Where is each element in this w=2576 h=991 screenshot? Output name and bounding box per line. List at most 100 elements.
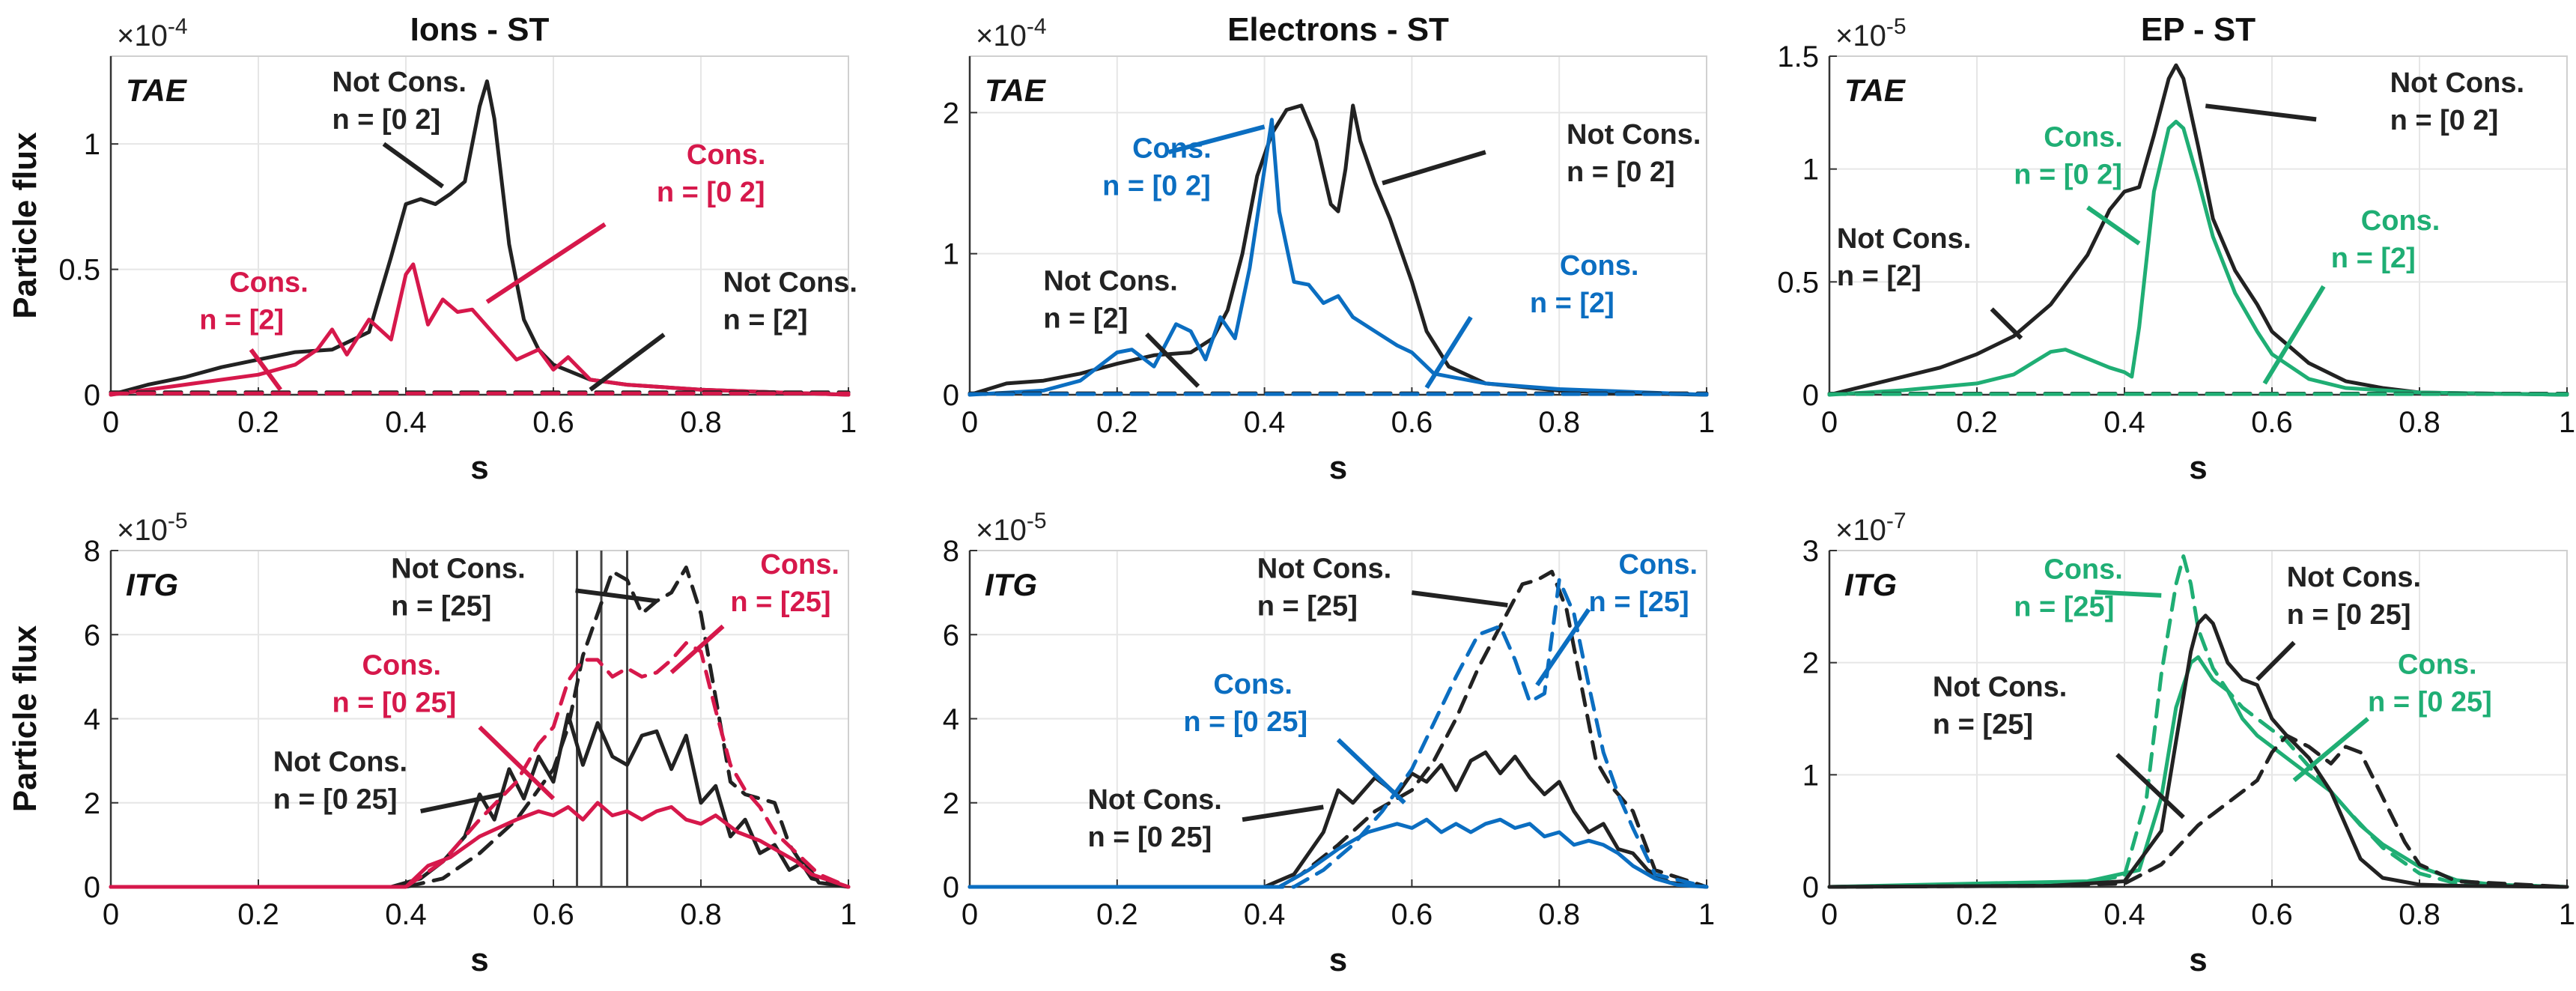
y-axis-exponent: ×10-5 bbox=[1835, 14, 1907, 52]
x-tick-label: 0.8 bbox=[2399, 898, 2440, 931]
x-tick-label: 0 bbox=[962, 406, 978, 439]
series-line bbox=[109, 801, 851, 889]
annotation-pointer bbox=[1535, 607, 1591, 687]
y-tick-label: 2 bbox=[943, 97, 959, 130]
series-line bbox=[109, 79, 851, 397]
annotation-label: Not Cons. bbox=[391, 553, 525, 584]
y-tick-label: 0.5 bbox=[1777, 266, 1819, 299]
annotation-pointer bbox=[589, 333, 666, 392]
annotation-label: n = [2] bbox=[199, 305, 284, 336]
x-tick-label: 0.8 bbox=[1538, 898, 1580, 931]
annotation-pointer bbox=[2115, 753, 2185, 819]
y-axis-label: Particle flux bbox=[7, 132, 43, 319]
mode-tag: ITG bbox=[985, 567, 1037, 602]
chart-panel-2: 0 0.2 0.4 0.6 0.8 1 0 1 2 ×10-4 s Electrons - ST TAE… bbox=[943, 11, 1715, 486]
annotation-label: Cons. bbox=[2044, 122, 2123, 154]
x-axis-label: s bbox=[2189, 449, 2207, 486]
annotation-pointer bbox=[382, 142, 445, 189]
series-line bbox=[109, 641, 851, 889]
annotation-label: Cons. bbox=[1213, 669, 1292, 700]
series-line bbox=[1827, 655, 2569, 889]
annotation-label: n = [0 25] bbox=[2287, 599, 2411, 631]
x-axis-label: s bbox=[470, 942, 488, 978]
annotation-label: n = [0 25] bbox=[1183, 706, 1307, 738]
annotation-label: n = [0 25] bbox=[273, 784, 398, 816]
x-tick-label: 0.8 bbox=[680, 406, 722, 439]
x-axis-label: s bbox=[470, 449, 488, 486]
x-tick-label: 1 bbox=[2559, 898, 2575, 931]
series-line bbox=[967, 569, 1709, 889]
annotation-label: n = [0 2] bbox=[2390, 105, 2499, 136]
annotation-label: n = [25] bbox=[2014, 591, 2114, 622]
annotation-label: n = [0 25] bbox=[1087, 822, 1212, 853]
annotation-label: n = [2] bbox=[1530, 288, 1614, 319]
x-tick-label: 0.8 bbox=[1538, 406, 1580, 439]
x-tick-label: 0.6 bbox=[1391, 898, 1433, 931]
y-tick-label: 3 bbox=[1802, 535, 1819, 568]
y-axis-exponent: ×10-4 bbox=[976, 14, 1047, 52]
annotation-pointer bbox=[2094, 590, 2162, 598]
series-line bbox=[967, 578, 1709, 889]
x-tick-label: 0.2 bbox=[1096, 406, 1138, 439]
x-tick-label: 0.2 bbox=[1956, 898, 1998, 931]
x-tick-label: 1 bbox=[1698, 406, 1715, 439]
series-line bbox=[967, 118, 1709, 397]
annotation-pointer bbox=[485, 222, 607, 304]
annotation-pointer bbox=[1242, 804, 1324, 822]
x-tick-label: 0.2 bbox=[1096, 898, 1138, 931]
annotation-label: Cons. bbox=[2398, 649, 2477, 681]
annotation-pointer bbox=[575, 588, 657, 604]
annotation-label: Cons. bbox=[1619, 549, 1698, 581]
y-axis-exponent: ×10-7 bbox=[1835, 509, 1907, 547]
mode-tag: TAE bbox=[985, 73, 1047, 108]
annotation-label: Cons. bbox=[1560, 250, 1639, 282]
x-tick-label: 0.2 bbox=[1956, 406, 1998, 439]
annotation-label: n = [0 2] bbox=[332, 104, 441, 136]
annotation-pointer bbox=[1336, 738, 1406, 804]
chart-panel-3: 0 0.2 0.4 0.6 0.8 1 0 0.5 1 1.5 ×10-5 s EP - ST TAE No… bbox=[1777, 11, 2575, 486]
x-tick-label: 1 bbox=[840, 898, 857, 931]
annotation-label: Cons. bbox=[760, 549, 839, 581]
y-tick-label: 1 bbox=[84, 128, 100, 161]
annotation-label: n = [2] bbox=[1043, 303, 1128, 335]
annotation-label: Not Cons. bbox=[2287, 562, 2421, 593]
x-tick-label: 0.4 bbox=[1244, 898, 1286, 931]
x-tick-label: 0 bbox=[1821, 898, 1838, 931]
x-tick-label: 0 bbox=[1821, 406, 1838, 439]
annotation-label: Cons. bbox=[1132, 133, 1212, 165]
x-axis-label: s bbox=[1329, 449, 1347, 486]
annotation-pointer bbox=[478, 725, 556, 801]
x-tick-label: 1 bbox=[840, 406, 857, 439]
mode-tag: TAE bbox=[1844, 73, 1907, 108]
chart-panel-1: 0 0.2 0.4 0.6 0.8 1 0 0.5 1 ×10-4 s Particle flux Io… bbox=[7, 11, 857, 486]
x-tick-label: 0.6 bbox=[2251, 406, 2293, 439]
annotation-pointer bbox=[2205, 103, 2317, 122]
annotation-pointer bbox=[669, 624, 725, 674]
series-line bbox=[1827, 613, 2569, 889]
annotation-label: n = [2] bbox=[2331, 243, 2416, 274]
annotation-label: Not Cons. bbox=[1257, 553, 1391, 584]
annotation-label: n = [25] bbox=[730, 587, 830, 618]
annotation-label: n = [2] bbox=[723, 305, 808, 336]
annotation-label: Cons. bbox=[687, 139, 766, 171]
y-tick-label: 1.5 bbox=[1777, 40, 1819, 73]
annotation-pointer bbox=[1990, 307, 2023, 340]
x-tick-label: 0.6 bbox=[532, 898, 574, 931]
x-tick-label: 0 bbox=[103, 406, 119, 439]
annotation-label: n = [0 2] bbox=[2014, 160, 2122, 191]
series-line bbox=[967, 817, 1709, 889]
y-tick-label: 4 bbox=[84, 703, 100, 736]
chart-title: Electrons - ST bbox=[1227, 11, 1449, 48]
annotation-pointer bbox=[420, 792, 502, 813]
x-tick-label: 1 bbox=[1698, 898, 1715, 931]
annotation-pointer bbox=[1167, 124, 1266, 154]
y-tick-label: 8 bbox=[943, 535, 959, 568]
y-tick-label: 8 bbox=[84, 535, 100, 568]
chart-panel-5: 0 0.2 0.4 0.6 0.8 1 0 2 4 6 8 ×10-5 s ITG Not Cons. n =… bbox=[943, 509, 1715, 978]
mode-tag: TAE bbox=[126, 73, 188, 108]
annotation-label: Not Cons. bbox=[1043, 266, 1177, 297]
x-tick-label: 0.4 bbox=[1244, 406, 1286, 439]
annotation-pointer bbox=[1145, 332, 1200, 388]
x-axis-label: s bbox=[1329, 942, 1347, 978]
